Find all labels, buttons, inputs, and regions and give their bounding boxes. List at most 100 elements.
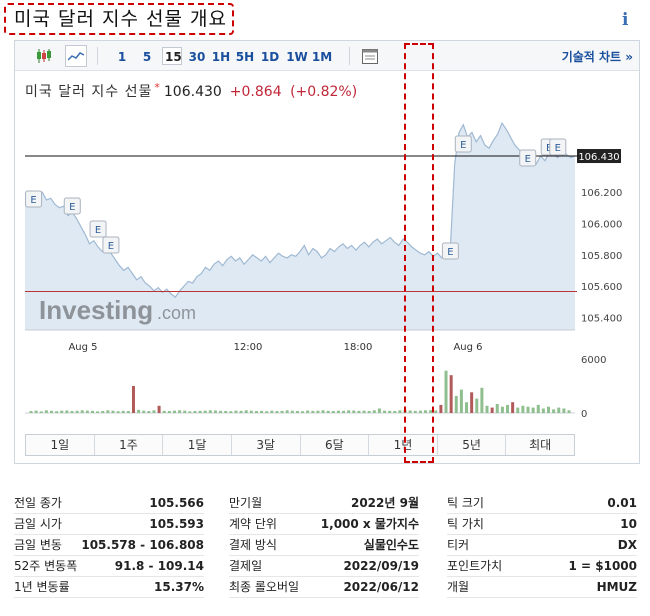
- period-2[interactable]: 1달: [163, 435, 232, 455]
- volume-bar: [229, 411, 233, 413]
- timeframe-15[interactable]: 15: [162, 47, 182, 65]
- quote-name: 미국 달러 지수 선물: [25, 84, 153, 100]
- volume-bar: [167, 411, 171, 413]
- event-marker[interactable]: E: [519, 149, 537, 167]
- event-label: E: [95, 225, 101, 236]
- price-chart[interactable]: Investing .com 106.430 106.200 106.000 105.80…: [15, 41, 641, 433]
- period-6[interactable]: 5년: [438, 435, 507, 455]
- event-marker[interactable]: E: [63, 197, 81, 215]
- y-tick-label: 105.800: [581, 251, 622, 262]
- timeframe-5[interactable]: 5: [142, 50, 152, 64]
- period-5[interactable]: 1년: [369, 435, 438, 455]
- stat-label: 1년 변동률: [14, 580, 70, 594]
- volume-bar: [521, 405, 525, 413]
- stats-col-3: 틱 크기 0.01 틱 가치 10 티커 DX 포인트가치 1 = $1000 개월 HMUZ: [447, 493, 637, 598]
- timeframe-1[interactable]: 1: [117, 50, 127, 64]
- event-label: E: [546, 143, 552, 154]
- quote-change: +0.864: [229, 84, 282, 100]
- x-tick-label: 12:00: [234, 342, 263, 353]
- stat-value: 105.578 - 106.808: [81, 538, 204, 552]
- stat-label: 계약 단위: [229, 517, 277, 531]
- event-marker[interactable]: E: [454, 135, 472, 153]
- volume-bar: [111, 410, 115, 413]
- event-marker[interactable]: E: [549, 138, 567, 156]
- volume-bar: [475, 398, 479, 413]
- timeframe-30[interactable]: 30: [188, 50, 206, 64]
- info-icon[interactable]: i: [622, 10, 629, 30]
- x-tick-label: Aug 6: [453, 342, 482, 353]
- stat-value: 0.01: [607, 496, 637, 510]
- volume-bar: [301, 411, 305, 413]
- quote-line: 미국 달러 지수 선물 * 106.430 +0.864 (+0.82%): [25, 81, 357, 101]
- volume-bar: [372, 410, 376, 413]
- timeframe-1h[interactable]: 1H: [211, 50, 231, 64]
- event-marker[interactable]: E: [89, 220, 107, 238]
- stat-label: 티커: [447, 538, 470, 552]
- advanced-chart-link[interactable]: 기술적 차트 »: [561, 50, 633, 64]
- timeframe-1m[interactable]: 1M: [311, 50, 333, 64]
- volume-bar: [116, 411, 120, 413]
- volume-bar: [65, 410, 69, 413]
- volume-bar: [567, 410, 571, 413]
- volume-bar: [547, 406, 551, 413]
- candlestick-icon[interactable]: [33, 45, 55, 67]
- calendar-grid-icon[interactable]: [359, 45, 381, 67]
- volume-bar: [444, 370, 448, 413]
- stat-row: 전일 종가 105.566: [14, 493, 204, 514]
- volume-bar: [459, 389, 463, 413]
- volume-bar: [280, 410, 284, 413]
- volume-bar: [137, 409, 141, 413]
- stats-col-2: 만기월 2022년 9월 계약 단위 1,000 x 물가지수 결제 방식 실물인수도 결제…: [229, 493, 419, 598]
- price-area: [25, 123, 575, 330]
- period-1[interactable]: 1주: [95, 435, 164, 455]
- y-tick-label: 105.400: [581, 313, 622, 324]
- stat-value: 10: [620, 517, 637, 531]
- volume-bar: [500, 406, 504, 413]
- event-marker[interactable]: E: [25, 190, 43, 208]
- volume-bar: [34, 410, 38, 413]
- period-7[interactable]: 최대: [529, 438, 552, 452]
- volume-bar: [183, 410, 187, 413]
- event-marker[interactable]: E: [102, 236, 120, 254]
- volume-bar: [331, 411, 335, 413]
- volume-bar: [80, 410, 84, 413]
- volume-bar: [85, 410, 89, 413]
- stat-value: DX: [617, 538, 637, 552]
- volume-bar: [552, 409, 556, 413]
- event-label: E: [555, 143, 561, 154]
- volume-bar: [454, 395, 458, 413]
- volume-bar: [142, 410, 146, 413]
- timeframe-1d[interactable]: 1D: [260, 50, 280, 64]
- stat-row: 계약 단위 1,000 x 물가지수: [229, 514, 419, 535]
- watermark-investing: Investing: [39, 295, 153, 325]
- stats-col-1: 전일 종가 105.566 금일 시가 105.593 금일 변동 105.578 - 1…: [14, 493, 204, 598]
- timeframe-5h[interactable]: 5H: [235, 50, 255, 64]
- period-4[interactable]: 6달: [301, 435, 370, 455]
- volume-bar: [188, 411, 192, 413]
- volume-bar: [408, 410, 412, 413]
- line-chart-icon[interactable]: [65, 45, 87, 67]
- x-tick-label: Aug 5: [68, 342, 97, 353]
- volume-bar: [178, 410, 182, 413]
- volume-bar: [39, 411, 43, 413]
- volume-bar: [449, 375, 453, 413]
- volume-bar: [393, 411, 397, 413]
- volume-bar: [311, 410, 315, 413]
- volume-bar: [403, 409, 407, 413]
- chart-panel: 1 5 15 30 1H 5H 1D 1W 1M 기술적 차트 » 미국 달러 지수 선물 * 10…: [14, 40, 640, 464]
- period-3[interactable]: 3달: [232, 435, 301, 455]
- volume-bar: [383, 410, 387, 413]
- volume-bar: [96, 411, 100, 413]
- period-0[interactable]: 1일: [26, 435, 95, 455]
- volume-bar: [388, 410, 392, 413]
- stat-label: 만기월: [229, 496, 263, 510]
- stat-row: 결제일 2022/09/19: [229, 556, 419, 577]
- stat-label: 틱 크기: [447, 496, 484, 510]
- event-marker[interactable]: E: [441, 242, 459, 260]
- volume-bar: [285, 410, 289, 413]
- stat-row: 틱 가치 10: [447, 514, 637, 535]
- volume-bar: [362, 410, 366, 413]
- volume-bar: [49, 410, 53, 413]
- timeframe-1w[interactable]: 1W: [286, 50, 308, 64]
- event-label: E: [525, 154, 531, 165]
